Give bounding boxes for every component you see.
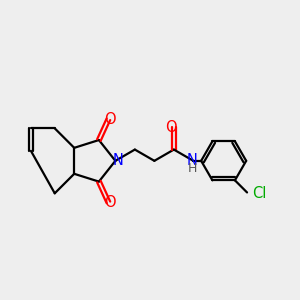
Text: O: O [165, 120, 177, 135]
Text: O: O [104, 195, 116, 210]
Text: H: H [188, 162, 197, 175]
Text: N: N [187, 153, 198, 168]
Text: O: O [104, 112, 116, 127]
Text: Cl: Cl [252, 186, 267, 201]
Text: N: N [113, 153, 124, 168]
